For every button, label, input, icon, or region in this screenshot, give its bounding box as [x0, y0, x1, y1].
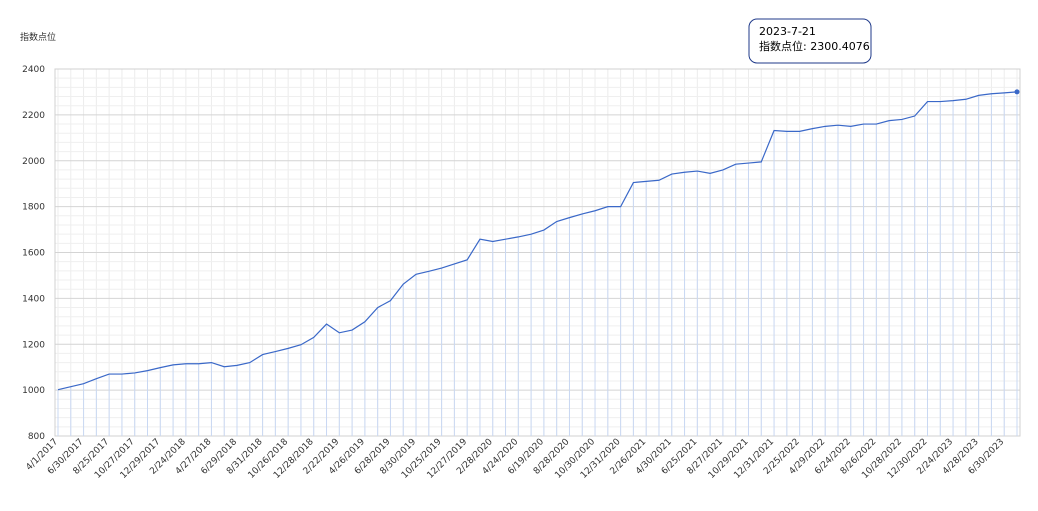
y-tick-label: 2000 — [22, 157, 45, 167]
y-tick-label: 1600 — [22, 249, 45, 259]
tooltip-date: 2023-7-21 — [759, 25, 816, 38]
highlight-point — [1014, 89, 1020, 95]
line — [57, 91, 1018, 391]
y-tick-label: 1800 — [22, 203, 45, 213]
tooltip-value: 指数点位: 2300.4076 — [759, 39, 870, 53]
y-tick-label: 2400 — [22, 65, 45, 75]
plot-frame — [54, 68, 1021, 437]
tooltip: 2023-7-21 指数点位: 2300.4076 — [748, 18, 872, 64]
y-tick-label: 1000 — [22, 386, 45, 396]
y-tick-label: 800 — [28, 432, 45, 442]
y-tick-label: 1200 — [22, 340, 45, 350]
y-axis-label: 指数点位 — [20, 31, 56, 43]
y-tick-label: 2200 — [22, 111, 45, 121]
y-tick-label: 1400 — [22, 294, 45, 304]
tooltip-box — [748, 18, 872, 64]
